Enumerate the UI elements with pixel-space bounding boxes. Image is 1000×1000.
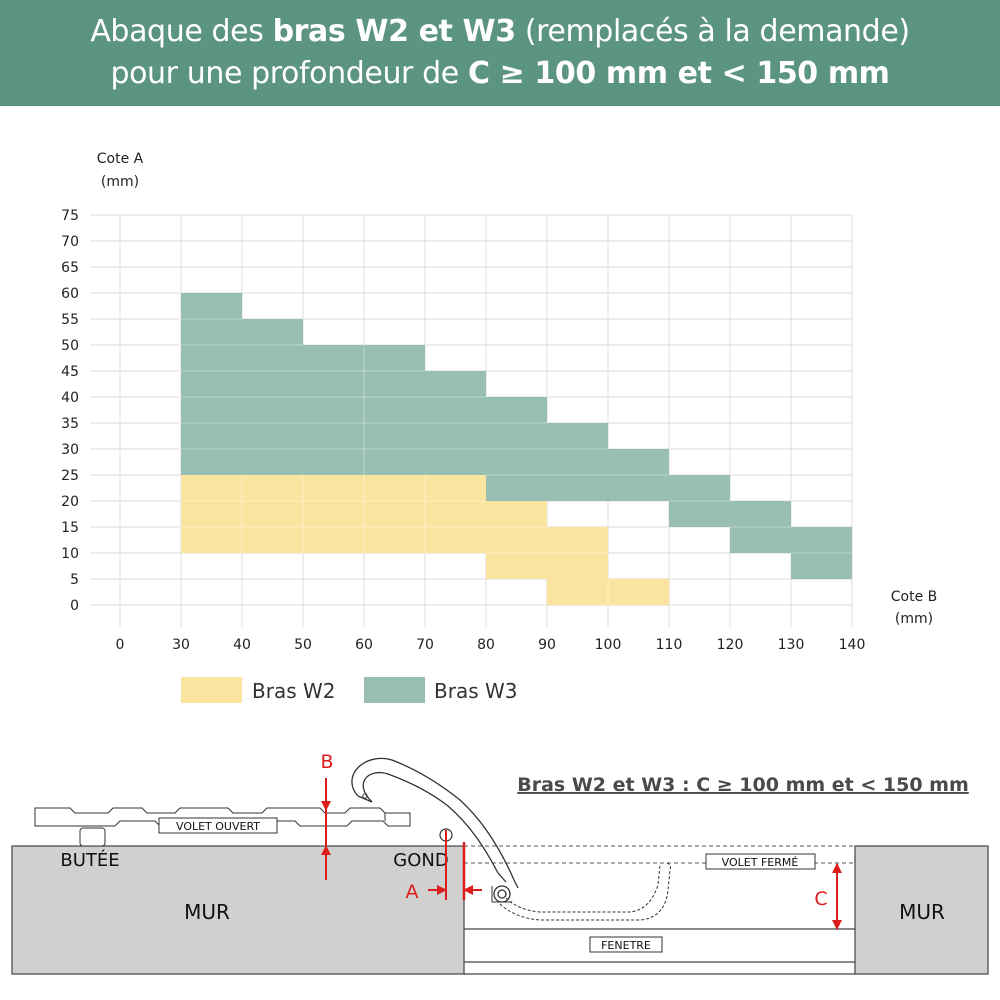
y-tick-label: 35 <box>61 416 79 432</box>
legend-label-w2: Bras W2 <box>252 679 335 703</box>
region-w3-0 <box>181 293 242 475</box>
x-tick-label: 100 <box>595 637 622 653</box>
header-line-1-a: Abaque des <box>90 14 273 49</box>
dimension-b: B <box>320 751 334 880</box>
y-tick-label: 70 <box>61 234 79 250</box>
y-tick-label: 15 <box>61 520 79 536</box>
x-tick-label: 50 <box>294 637 312 653</box>
x-axis-label-line-2: (mm) <box>895 611 933 627</box>
y-tick-labels: 0 5 10 15 20 25 30 35 40 45 50 55 60 65 70 75 <box>61 208 79 614</box>
header-banner: Abaque des bras W2 et W3 (remplacés à la… <box>0 0 1000 106</box>
wall-left-label: MUR <box>184 900 230 924</box>
y-tick-label: 50 <box>61 338 79 354</box>
x-axis-label-line-1: Cote B <box>891 589 938 605</box>
x-tick-label: 90 <box>538 637 556 653</box>
y-tick-label: 30 <box>61 442 79 458</box>
wall-right <box>854 845 989 975</box>
header-line-2-a: pour une profondeur de <box>110 56 468 91</box>
header-line-2-b: C ≥ 100 mm et < 150 mm <box>467 56 890 91</box>
dimension-a: A <box>406 830 482 903</box>
region-w2-1 <box>486 501 547 579</box>
header-line-2: pour une profondeur de C ≥ 100 mm et < 1… <box>110 53 890 95</box>
x-tick-label: 0 <box>116 637 125 653</box>
region-w2-0 <box>181 475 486 553</box>
dimension-c: C <box>814 863 842 930</box>
dimension-b-label: B <box>320 751 333 773</box>
legend: Bras W2 Bras W3 <box>181 677 517 703</box>
region-w3-6 <box>608 449 669 501</box>
x-tick-label: 80 <box>477 637 495 653</box>
y-tick-label: 65 <box>61 260 79 276</box>
shutter-open-label: VOLET OUVERT <box>176 820 260 833</box>
dimension-a-label: A <box>406 881 419 903</box>
x-tick-label: 130 <box>778 637 805 653</box>
legend-swatch-w2 <box>181 677 242 703</box>
shutter-closed-label: VOLET FERMÉ <box>722 856 799 869</box>
gond-label: GOND <box>393 850 448 871</box>
y-tick-label: 55 <box>61 312 79 328</box>
diagram-title: Bras W2 et W3 : C ≥ 100 mm et < 150 mm <box>517 774 969 796</box>
y-tick-label: 20 <box>61 494 79 510</box>
legend-swatch-w3 <box>364 677 425 703</box>
wall-left <box>11 845 465 975</box>
shutter-closed: VOLET FERMÉ <box>464 845 855 870</box>
chart-regions <box>181 293 852 605</box>
y-axis-label-line-2: (mm) <box>101 174 139 190</box>
region-w3-7 <box>669 475 730 527</box>
y-tick-label: 5 <box>70 572 79 588</box>
region-w3-1 <box>242 319 303 475</box>
header-line-1: Abaque des bras W2 et W3 (remplacés à la… <box>90 11 910 53</box>
region-w2-3 <box>547 579 669 605</box>
stop-block <box>79 827 106 847</box>
arm-outline <box>351 757 519 889</box>
y-tick-label: 10 <box>61 546 79 562</box>
region-w3-4 <box>486 397 547 501</box>
y-tick-label: 40 <box>61 390 79 406</box>
window-label: FENETRE <box>601 939 651 952</box>
stop-label: BUTÉE <box>60 849 119 871</box>
x-tick-labels: 0 30 40 50 60 70 80 90 100 110 120 130 140 <box>116 637 866 653</box>
y-tick-label: 75 <box>61 208 79 224</box>
arm-closed-dashed <box>499 862 671 921</box>
region-w2-2 <box>547 527 608 579</box>
x-tick-label: 140 <box>839 637 866 653</box>
x-tick-label: 120 <box>717 637 744 653</box>
region-w3-9 <box>791 527 852 579</box>
region-w3-5 <box>547 423 608 501</box>
dimension-c-label: C <box>814 888 827 910</box>
hinge-pin <box>491 885 512 903</box>
y-tick-label: 0 <box>70 598 79 614</box>
legend-label-w3: Bras W3 <box>434 679 517 703</box>
window-frame: FENETRE <box>464 928 855 975</box>
region-w3-8 <box>730 501 791 553</box>
x-tick-label: 30 <box>172 637 190 653</box>
abacus-chart: 0 5 10 15 20 25 30 35 40 45 50 55 60 65 70 75 0 30 40 50 60… <box>61 151 938 703</box>
x-tick-label: 70 <box>416 637 434 653</box>
installation-diagram: Bras W2 et W3 : C ≥ 100 mm et < 150 mm M… <box>11 751 989 975</box>
x-tick-label: 110 <box>656 637 683 653</box>
shutter-open: VOLET OUVERT <box>34 807 411 834</box>
region-w3-2 <box>303 345 425 475</box>
y-tick-label: 25 <box>61 468 79 484</box>
y-tick-label: 45 <box>61 364 79 380</box>
x-tick-label: 60 <box>355 637 373 653</box>
header-line-1-c: (remplacés à la demande) <box>515 14 910 49</box>
header-line-1-b: bras W2 et W3 <box>272 14 517 49</box>
y-tick-label: 60 <box>61 286 79 302</box>
x-tick-label: 40 <box>233 637 251 653</box>
wall-right-label: MUR <box>899 900 945 924</box>
region-w3-3 <box>425 371 486 475</box>
y-axis-label-line-1: Cote A <box>97 151 144 167</box>
